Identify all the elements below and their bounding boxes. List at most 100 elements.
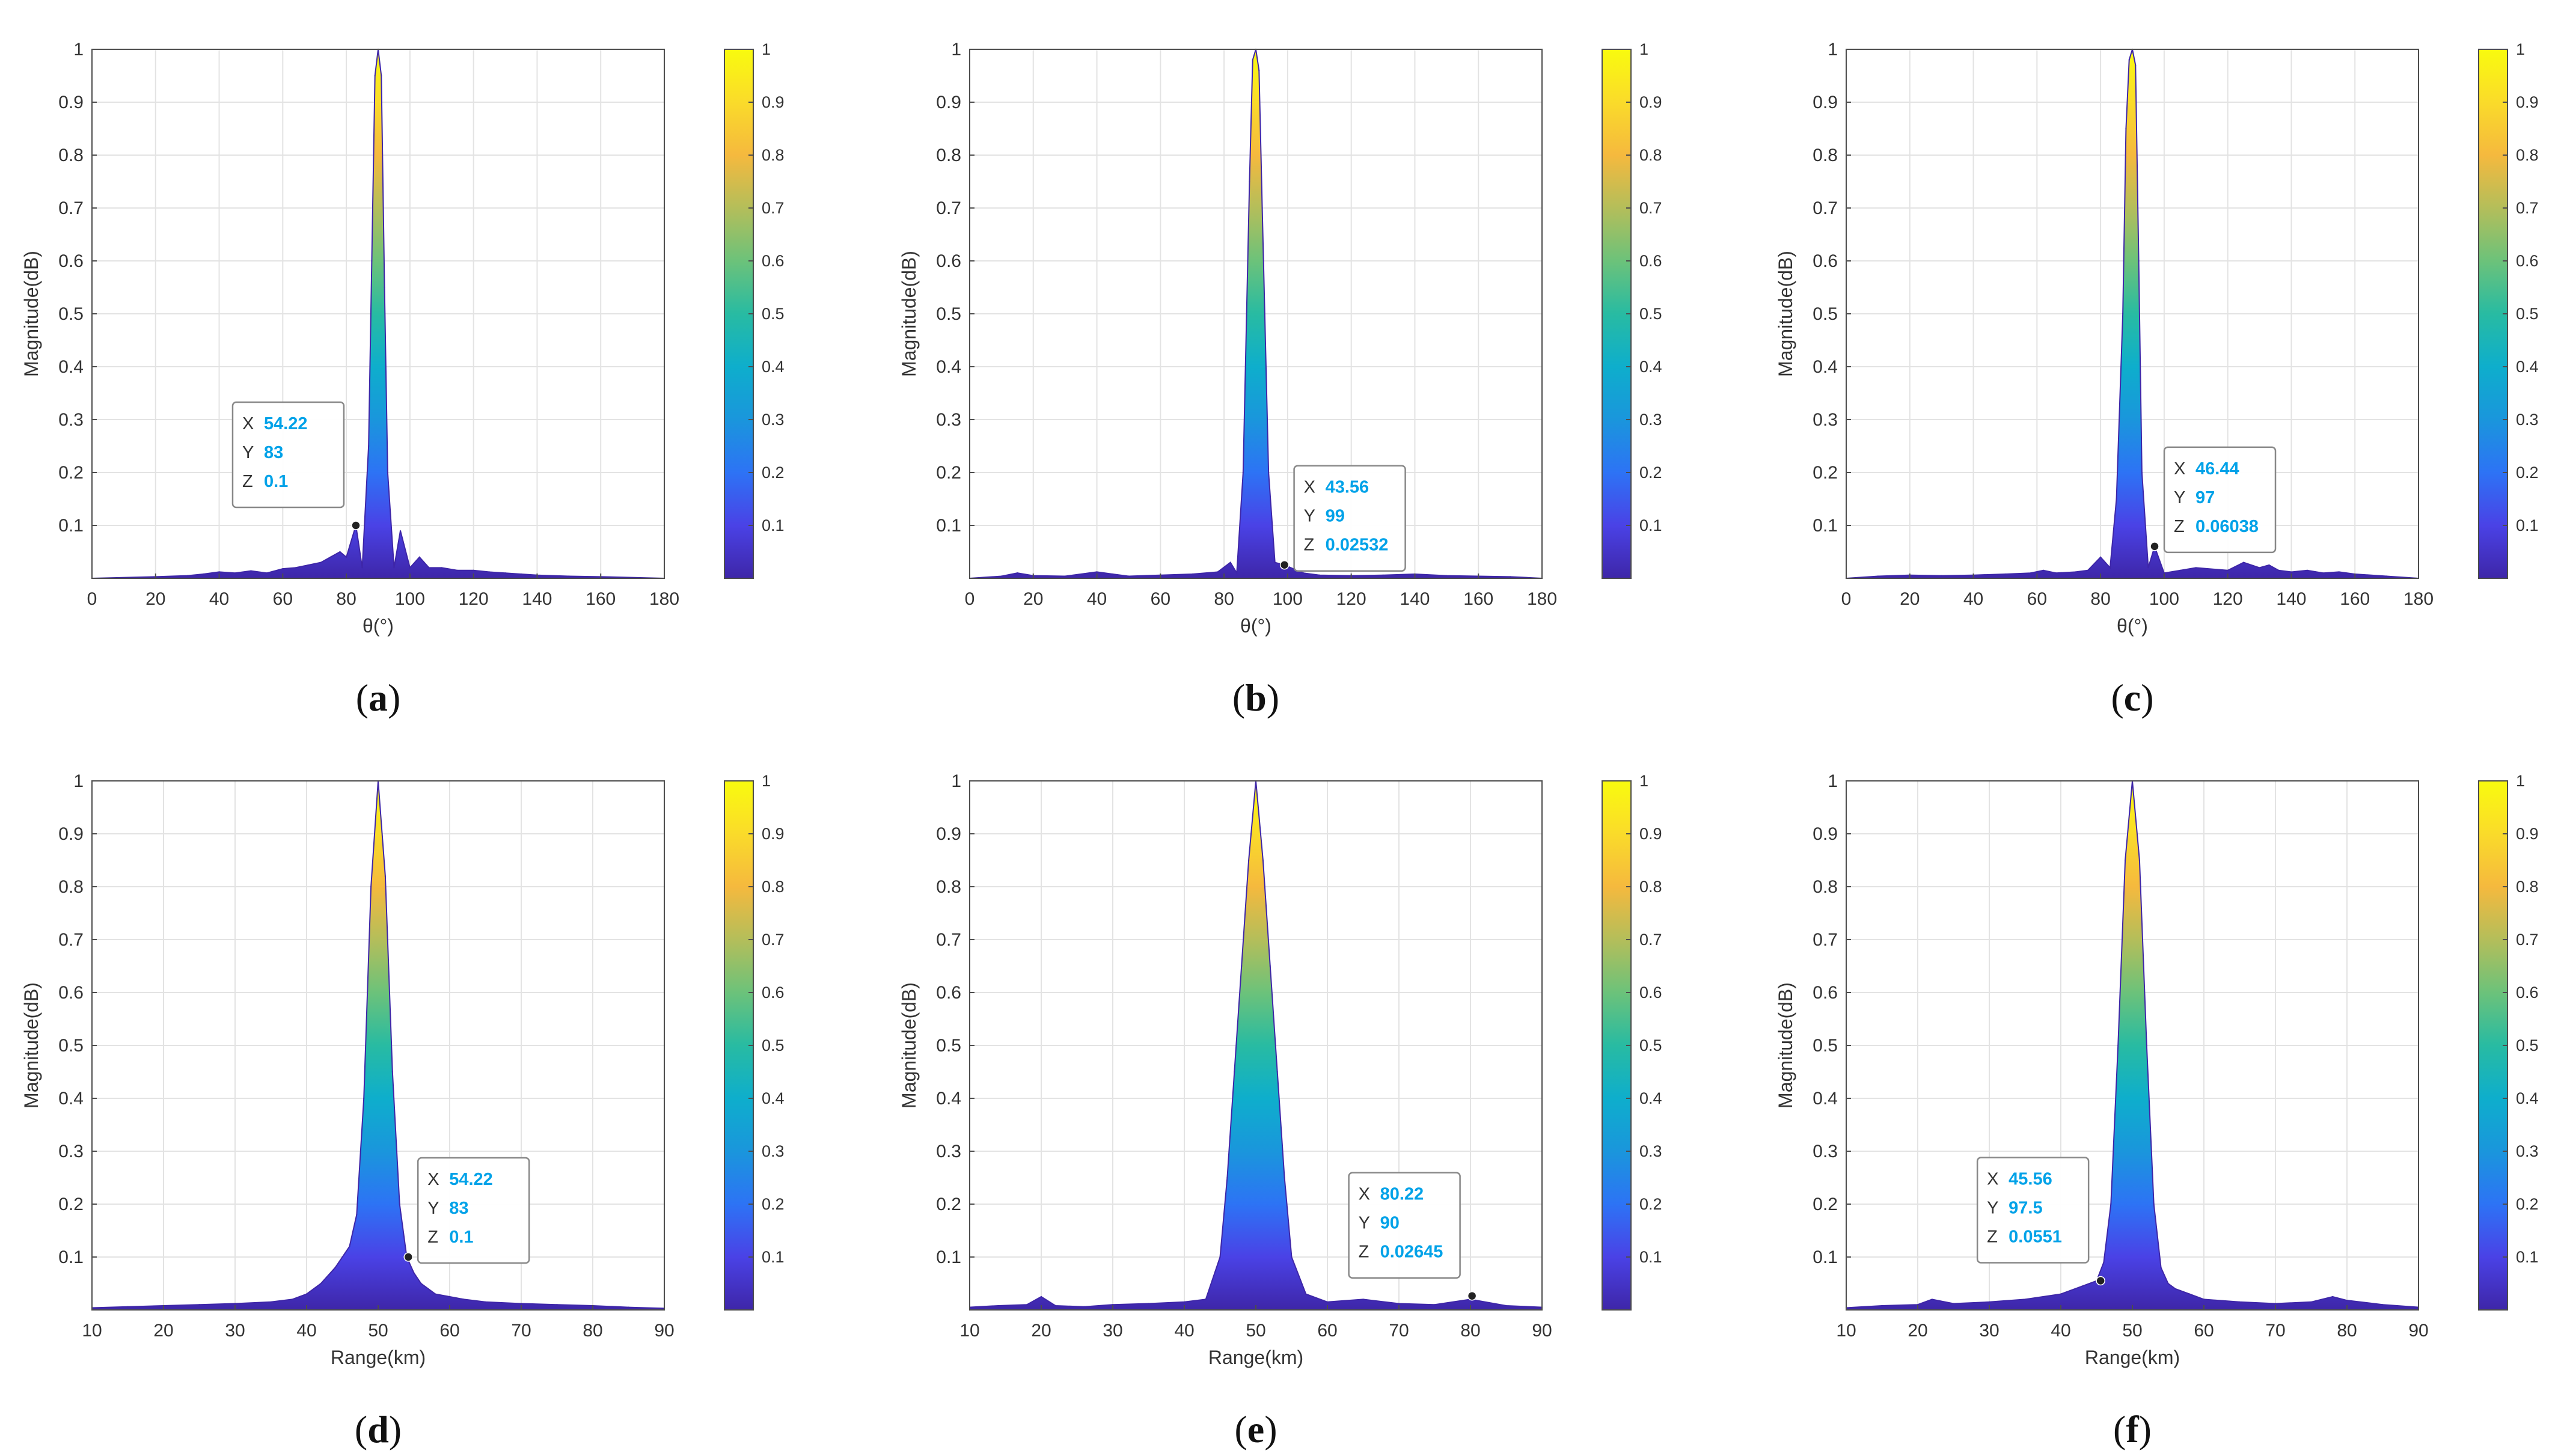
x-tick-label: 30 (1103, 1321, 1122, 1341)
colorbar-tick-label: 0.3 (1639, 411, 1662, 429)
y-tick-label: 0.4 (936, 357, 961, 377)
panel-caption: (a) (356, 676, 401, 719)
data-point (1040, 1295, 1042, 1298)
x-tick-label: 20 (145, 589, 165, 609)
data-point (628, 1306, 629, 1308)
data-point (1505, 1305, 1507, 1307)
colorbar-tick-label: 0.4 (762, 1089, 785, 1107)
data-point (1262, 859, 1264, 861)
data-point (473, 569, 474, 571)
colorbar-tick-label: 0.1 (762, 1248, 785, 1266)
y-tick-label: 0.7 (58, 930, 84, 950)
data-tip-y-value: 83 (449, 1199, 468, 1218)
data-point (1083, 1306, 1085, 1308)
y-tick-label: 0.9 (1813, 93, 1838, 112)
data-point (418, 556, 420, 558)
x-tick-label: 80 (583, 1321, 602, 1341)
y-tick-label: 0.9 (1813, 824, 1838, 844)
data-point (2322, 572, 2324, 574)
y-tick-label: 0.4 (58, 357, 84, 377)
data-point (363, 1097, 365, 1100)
data-point (384, 286, 385, 289)
colorbar-tick-label: 0.2 (762, 463, 785, 482)
data-point (568, 575, 570, 577)
y-tick-label: 0.1 (936, 1247, 961, 1267)
panel-e: 10 20 30 40 50 60 70 80 90 0.1 0.2 0.3 0.4 0.5 0.6 0.7 0… (898, 771, 1662, 1451)
data-point (2055, 572, 2057, 574)
colorbar-tick-label: 1 (1639, 40, 1648, 58)
data-tip-y-label: Y (1304, 507, 1315, 526)
data-tip-marker (403, 1252, 413, 1262)
data-point (2141, 471, 2143, 474)
colorbar-tick-label: 0.1 (1639, 516, 1662, 534)
colorbar-tick-label: 0.6 (2516, 983, 2539, 1002)
x-tick-label: 80 (2090, 589, 2110, 609)
data-point (370, 886, 372, 888)
x-tick-label: 80 (1214, 589, 1234, 609)
data-point (1318, 574, 1320, 576)
data-point (334, 1267, 336, 1268)
data-point (320, 561, 322, 563)
data-tip: X 80.22 Y 90 Z 0.02645 (1348, 1172, 1477, 1301)
y-tick-label: 1 (1828, 40, 1838, 60)
data-point (420, 1282, 422, 1285)
data-point (457, 569, 459, 571)
colorbar-tick-label: 0.8 (1639, 878, 1662, 896)
data-point (1112, 573, 1114, 575)
colorbar-tick-label: 0.8 (2516, 146, 2539, 164)
colorbar-tick-label: 0.3 (762, 411, 785, 429)
y-tick-label: 0.2 (936, 463, 961, 483)
x-tick-label: 60 (273, 589, 293, 609)
data-point (2174, 1288, 2176, 1289)
data-point (409, 567, 411, 569)
panel-caption: (c) (2111, 676, 2153, 719)
data-point (1234, 1071, 1235, 1073)
panel-caption: (d) (355, 1408, 402, 1451)
data-tip-marker (2150, 542, 2159, 551)
data-tip-y-label: Y (2174, 488, 2185, 507)
data-point (2030, 572, 2031, 574)
data-point (329, 556, 331, 558)
magnitude-surface (969, 780, 1543, 1311)
colorbar-tick-label: 0.4 (1639, 1089, 1662, 1107)
data-tip-box (231, 401, 345, 509)
data-point (2074, 571, 2076, 573)
x-tick-label: 60 (439, 1321, 459, 1341)
data-point (441, 567, 442, 569)
data-tip: X 45.56 Y 97.5 Z 0.0551 (1976, 1157, 2105, 1286)
data-tip: X 54.22 Y 83 Z 0.1 (231, 401, 361, 530)
y-axis-label: Magnitude(dB) (1775, 251, 1796, 377)
data-tip-x-value: 45.56 (2009, 1170, 2052, 1189)
colorbar-tick-label: 0.6 (2516, 252, 2539, 270)
data-tip-y-value: 99 (1326, 507, 1345, 526)
y-tick-label: 0.8 (936, 145, 961, 165)
data-point (1362, 1298, 1364, 1300)
y-tick-label: 1 (951, 40, 961, 60)
y-tick-label: 0.4 (58, 1089, 84, 1109)
x-tick-label: 160 (2340, 589, 2370, 609)
data-tip-box (1348, 1172, 1461, 1279)
data-point (234, 1303, 236, 1305)
data-point (1148, 1303, 1149, 1305)
data-point (341, 1256, 343, 1258)
x-tick-label: 40 (1087, 589, 1107, 609)
data-point (381, 75, 382, 77)
data-point (2274, 1303, 2277, 1305)
data-point (2125, 127, 2127, 130)
data-point (2147, 567, 2149, 569)
y-tick-label: 0.2 (1813, 1194, 1838, 1214)
colorbar-tick-label: 0.8 (1639, 146, 1662, 164)
data-point (2189, 1293, 2191, 1295)
x-tick-label: 120 (2213, 589, 2243, 609)
data-point (1434, 1304, 1436, 1306)
data-tip-y-label: Y (1987, 1199, 1998, 1218)
x-tick-label: 20 (1023, 589, 1043, 609)
data-point (413, 1272, 415, 1274)
data-point (1917, 1304, 1919, 1306)
colorbar-tick-label: 0.5 (2516, 305, 2539, 323)
data-point (250, 570, 252, 572)
data-point (1269, 965, 1271, 967)
x-tick-label: 20 (1908, 1321, 1927, 1341)
data-point (2138, 859, 2141, 861)
data-point (1931, 1298, 1933, 1300)
